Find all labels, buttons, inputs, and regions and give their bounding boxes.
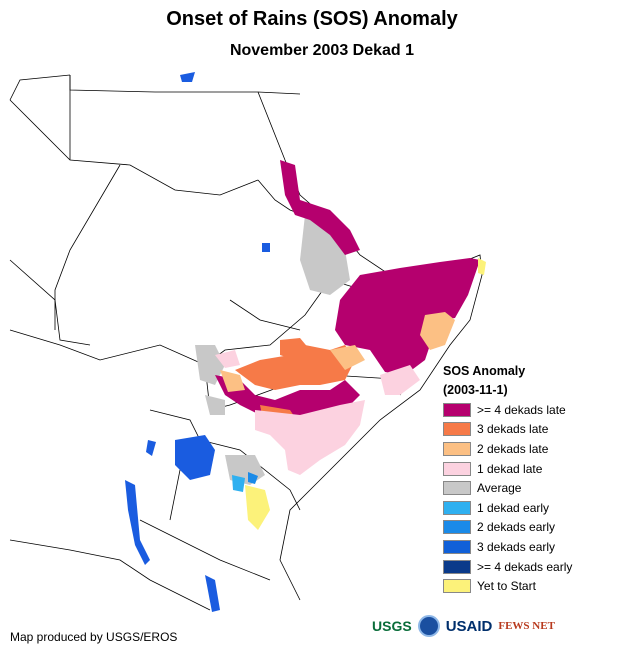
legend-swatch <box>443 500 471 515</box>
legend-item: Average <box>443 478 572 498</box>
legend-label: 1 dekad early <box>477 500 550 515</box>
border-egypt-sudan <box>9 99 259 196</box>
region-late1-kenya <box>255 400 365 475</box>
legend-rows: >= 4 dekads late 3 dekads late 2 dekads la… <box>443 400 572 596</box>
border-car-drc <box>9 329 206 366</box>
region-late2-ethiopia <box>330 345 365 370</box>
region-late1-sudan <box>215 350 240 368</box>
noaa-logo <box>417 615 440 637</box>
lake-malawi <box>205 575 220 612</box>
legend-swatch <box>443 520 471 535</box>
region-late3-kenya-north <box>235 345 355 390</box>
legend-title: SOS Anomaly <box>443 364 526 378</box>
agency-logos: USGS USAID FEWS NET <box>372 615 555 637</box>
legend-subtitle: (2003-11-1) <box>443 383 508 397</box>
map-credit: Map produced by USGS/EROS <box>10 630 178 644</box>
lake-albert <box>146 440 156 456</box>
map-subtitle: November 2003 Dekad 1 <box>229 42 415 59</box>
border-chad-car <box>9 259 91 346</box>
legend-label: 1 dekad late <box>477 461 543 476</box>
legend-item: >= 4 dekads early <box>443 557 572 577</box>
legend-item: Yet to Start <box>443 576 572 596</box>
region-late4-kenya <box>215 375 360 420</box>
legend-swatch <box>443 579 471 594</box>
region-late2-uganda <box>220 370 245 392</box>
fews-net-logo: FEWS NET <box>498 620 555 632</box>
map-title: Onset of Rains (SOS) Anomaly <box>166 8 458 30</box>
region-late2-somalia-coast <box>420 312 455 350</box>
legend-item: >= 4 dekads late <box>443 400 572 420</box>
region-late3-ethiopia-south <box>280 338 310 360</box>
legend-item: 3 dekads early <box>443 537 572 557</box>
legend-item: 2 dekads early <box>443 518 572 538</box>
region-early1 <box>232 475 245 492</box>
region-late1-somalia-south <box>380 365 420 395</box>
region-yet-to-start-tanzania <box>245 485 270 530</box>
region-average-lake <box>225 455 265 485</box>
lake-nasser <box>180 72 195 82</box>
border-tanzania-south <box>139 519 271 581</box>
lake-tana <box>262 243 270 252</box>
legend-label: 3 dekads late <box>477 422 549 437</box>
usaid-logo: USAID <box>445 617 493 635</box>
legend-label: 2 dekads late <box>477 441 549 456</box>
legend-item: 1 dekad late <box>443 459 572 479</box>
legend-swatch <box>443 441 471 456</box>
anomaly-regions <box>195 160 486 530</box>
legend-label: Average <box>477 481 522 496</box>
legend-label: 2 dekads early <box>477 520 556 535</box>
legend-swatch <box>443 559 471 574</box>
region-early2 <box>248 472 258 484</box>
legend-swatch <box>443 422 471 437</box>
lake-victoria <box>175 435 215 480</box>
border-ethiopia-inner <box>229 299 301 331</box>
legend-swatch <box>443 461 471 476</box>
legend-label: 3 dekads early <box>477 539 556 554</box>
lake-tanganyika <box>125 480 150 565</box>
border-chad-sudan <box>54 164 121 330</box>
region-average-uganda <box>205 395 225 415</box>
region-late4-eritrea <box>280 160 360 255</box>
legend-label: Yet to Start <box>477 579 536 594</box>
usgs-logo: USGS <box>372 618 412 634</box>
legend-item: 1 dekad early <box>443 498 572 518</box>
region-late4-somalia <box>335 258 480 375</box>
water-bodies <box>125 72 270 612</box>
border-zambia <box>9 539 211 611</box>
legend-swatch <box>443 539 471 554</box>
legend-item: 3 dekads late <box>443 420 572 440</box>
region-yet-to-start-horn <box>478 258 486 275</box>
legend-swatch <box>443 481 471 496</box>
legend-swatch <box>443 402 471 417</box>
legend-label: >= 4 dekads early <box>477 559 573 574</box>
border-tanzania-kenya <box>199 439 301 511</box>
legend: SOS Anomaly (2003-11-1) >= 4 dekads late… <box>443 362 572 596</box>
legend-label: >= 4 dekads late <box>477 402 566 417</box>
legend-item: 2 dekads late <box>443 439 572 459</box>
